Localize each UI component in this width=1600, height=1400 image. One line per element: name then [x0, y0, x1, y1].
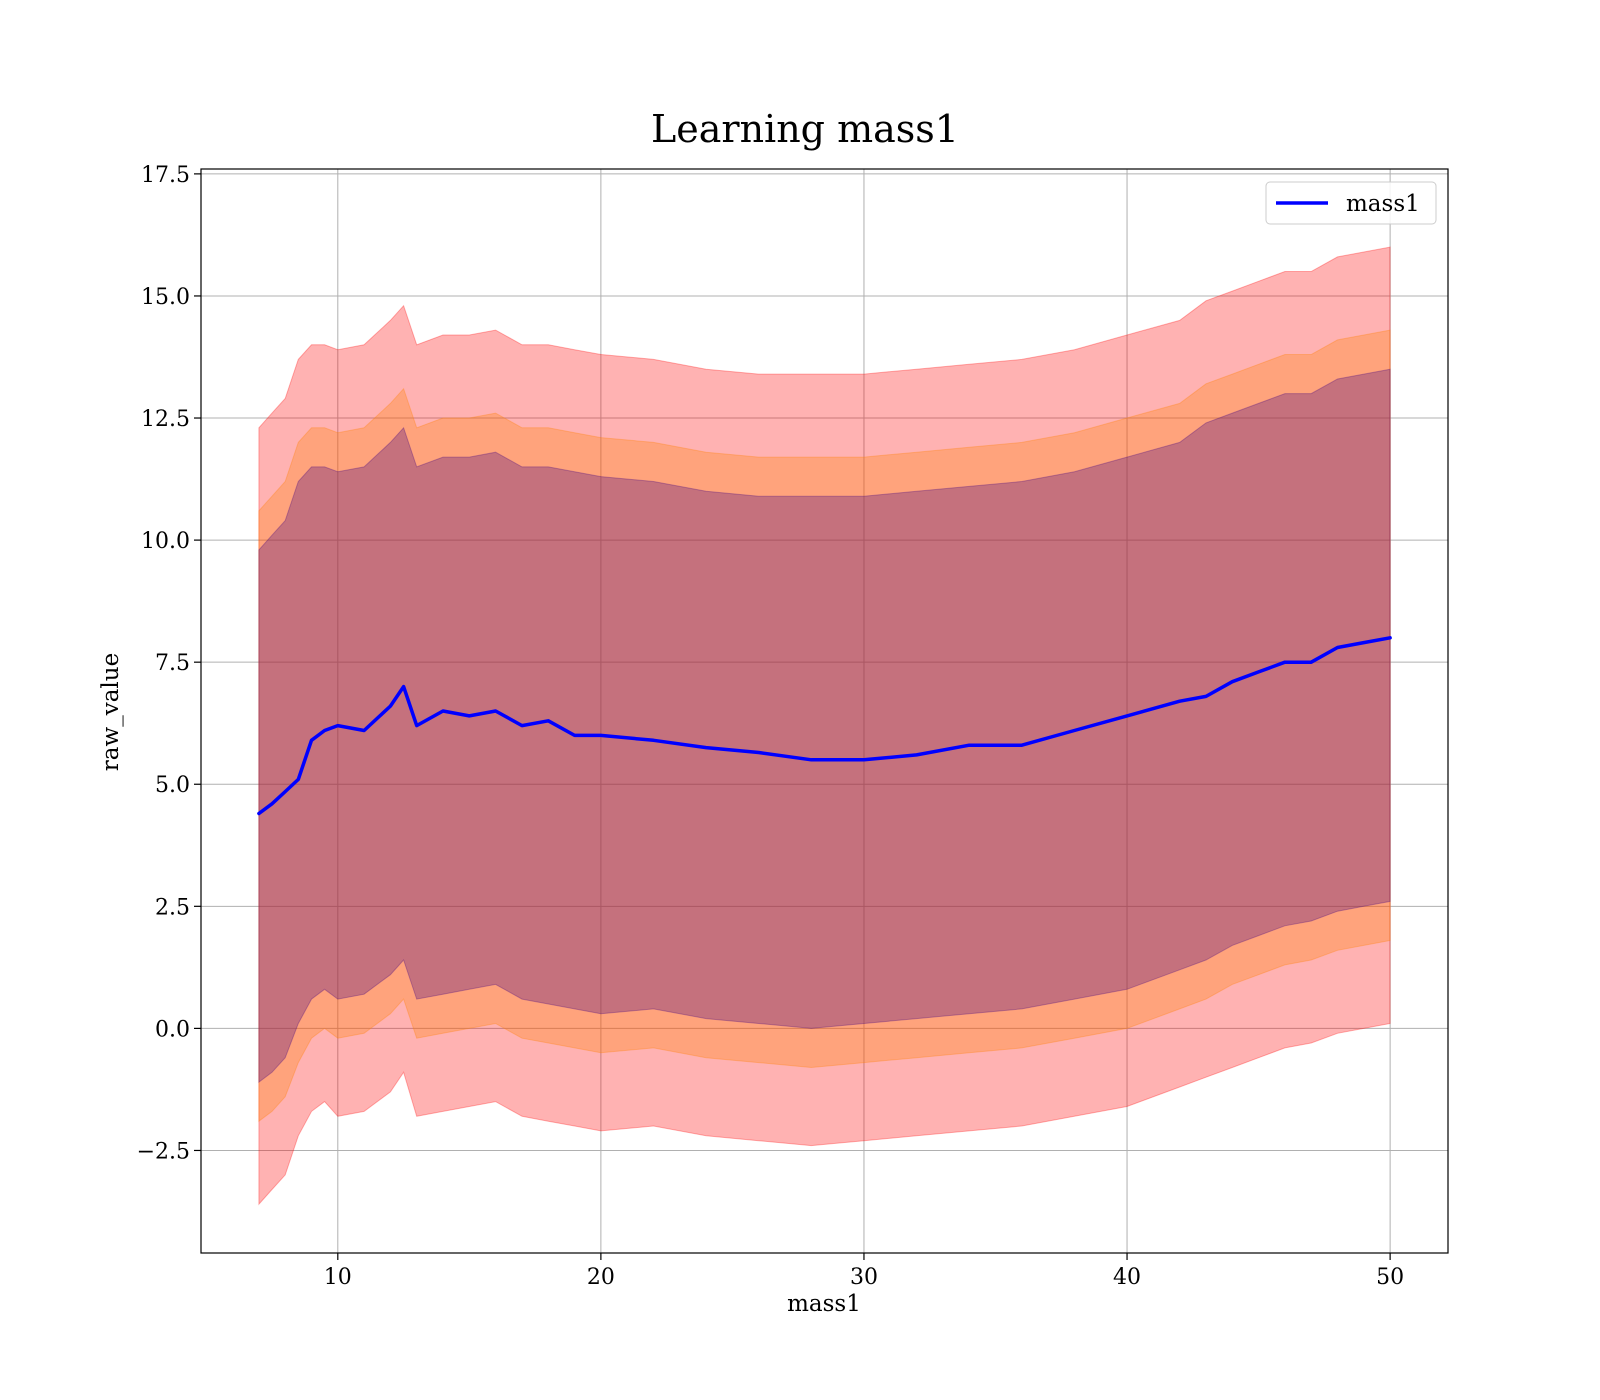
band-inner: [258, 368, 1391, 1084]
band-outer: [258, 246, 1391, 1206]
x-axis-label: mass1: [787, 1291, 861, 1317]
x-axis-ticks: 10 20 30 40 50: [324, 1253, 1404, 1290]
legend-box: [1265, 181, 1437, 225]
y-tick-label: 15.0: [141, 285, 190, 310]
legend-label-mass1: mass1: [1346, 191, 1420, 217]
y-tick-label: 10.0: [141, 529, 190, 554]
confidence-bands: [258, 246, 1391, 1206]
x-tick-label: 20: [587, 1265, 615, 1290]
y-tick-label: 2.5: [155, 895, 190, 920]
y-tick-label: 0.0: [155, 1017, 190, 1042]
y-tick-label: 5.0: [155, 773, 190, 798]
series-line-mass1: [257, 636, 1392, 816]
series-lines: [257, 636, 1392, 816]
y-tick-label: 12.5: [141, 407, 190, 432]
chart-title: Learning mass1: [651, 107, 959, 151]
x-tick-label: 50: [1376, 1265, 1404, 1290]
band-middle: [258, 329, 1391, 1123]
x-tick-label: 30: [850, 1265, 878, 1290]
legend: mass1: [1265, 181, 1437, 225]
y-axis-ticks: −2.5 0.0 2.5 5.0 7.5 10.0 12.5 15.0 17.5: [137, 163, 201, 1164]
x-tick-label: 10: [324, 1265, 352, 1290]
x-tick-label: 40: [1113, 1265, 1141, 1290]
y-tick-label: 17.5: [141, 163, 190, 188]
grid-lines: [201, 169, 1448, 1253]
y-axis-label: raw_value: [98, 653, 124, 771]
y-tick-label: 7.5: [155, 651, 190, 676]
y-tick-label: −2.5: [137, 1139, 190, 1164]
plot-frame: [200, 168, 1449, 1254]
